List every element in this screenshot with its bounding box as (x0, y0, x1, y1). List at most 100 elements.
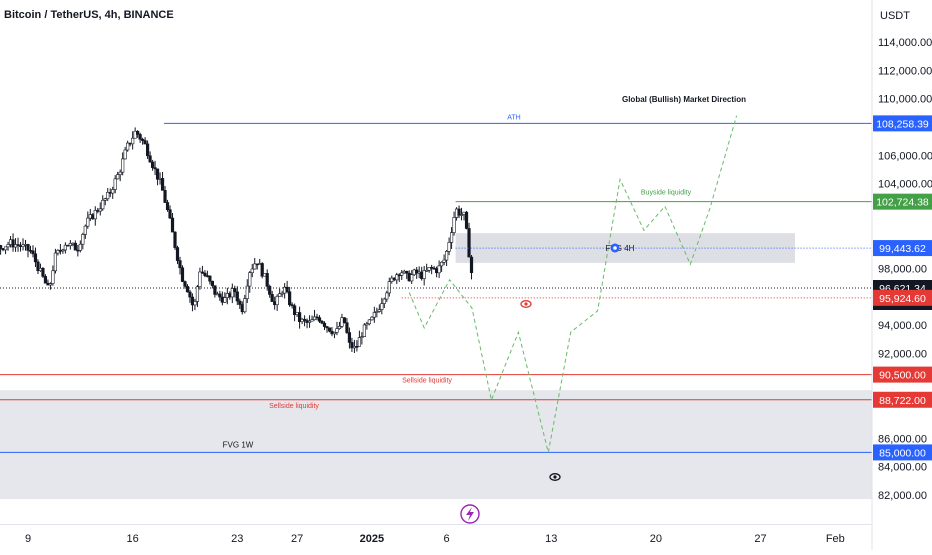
market-direction-label: Global (Bullish) Market Direction (622, 95, 746, 104)
candle-bear (265, 273, 269, 287)
candle-bull (280, 292, 284, 295)
zone-1[interactable] (0, 390, 872, 500)
candle-bear (163, 190, 167, 203)
time-tick-label: 9 (25, 533, 31, 545)
price-badges: 108,258.39102,724.3899,443.6296,621.3421… (873, 115, 932, 461)
candle-bull (312, 316, 317, 321)
candle-bull (243, 298, 247, 313)
candle-bull (248, 272, 252, 287)
candle-bear (268, 286, 272, 295)
lightning-icon[interactable] (460, 504, 480, 524)
candle-bull (195, 286, 200, 302)
candle-bull (53, 252, 58, 272)
candle-bear (150, 161, 155, 168)
candle-bear (16, 244, 20, 246)
candle-bear (175, 247, 180, 261)
candle-bear (327, 327, 332, 332)
fvg4h-label: FVG 4H (606, 244, 635, 253)
candle-bull (250, 268, 254, 274)
candle-bull (357, 337, 361, 347)
candle-bear (141, 138, 145, 141)
price-tick-label: 114,000.00 (878, 37, 932, 49)
candle-bear (345, 322, 349, 333)
price-badge-label: 102,724.38 (876, 197, 929, 209)
price-badge-sellside-1 (873, 366, 932, 383)
candle-bear (183, 281, 187, 287)
candle-bear (160, 178, 165, 191)
candle-bull (63, 244, 67, 251)
eye-icon[interactable] (520, 300, 532, 308)
candle-bear (0, 245, 3, 249)
candle-bear (188, 291, 192, 298)
candle-bear (233, 288, 237, 293)
candle-bull (410, 274, 414, 282)
candle-bull (126, 142, 130, 151)
candle-bull (103, 198, 107, 201)
candle-bull (365, 323, 369, 326)
candle-bear (322, 322, 327, 327)
candle-bear (208, 275, 212, 282)
candle-bear (293, 305, 297, 315)
time-tick-label: 6 (444, 533, 450, 545)
candle-bull (447, 242, 451, 252)
eye-icon[interactable] (549, 473, 561, 481)
candle-bear (347, 332, 352, 343)
candle-bull (223, 297, 227, 303)
candle-bear (285, 286, 289, 293)
candle-bull (48, 283, 53, 286)
time-tick-label: 20 (650, 533, 662, 545)
price-badge-low-dotted (873, 289, 932, 306)
candle-bull (449, 232, 454, 243)
price-tick-label: 82,000.00 (878, 490, 927, 502)
candle-bull (362, 324, 366, 337)
candle-bull (382, 298, 386, 304)
time-tick-label: 2025 (360, 533, 384, 545)
price-badge-fvg4h-mid (873, 240, 932, 257)
price-tick-label: 86,000.00 (878, 433, 927, 445)
candle-bull (335, 328, 339, 333)
candle-bull (375, 311, 379, 313)
candle-bear (26, 244, 30, 251)
price-tick-label: 84,000.00 (878, 462, 927, 474)
candle-bull (56, 250, 60, 254)
candle-bull (437, 265, 441, 274)
candle-bull (332, 332, 337, 335)
candle-bear (138, 134, 142, 140)
candle-bull (245, 285, 249, 299)
candle-bull (3, 246, 8, 251)
candle-bull (111, 189, 115, 194)
currency-label[interactable]: USDT (880, 10, 910, 22)
candle-bear (190, 296, 195, 306)
candle-bull (380, 303, 384, 310)
candle-bear (430, 266, 434, 269)
candle-bull (307, 320, 312, 323)
price-tick-label: 98,000.00 (878, 264, 927, 276)
time-tick-label: 27 (291, 533, 303, 545)
candle-bear (170, 217, 175, 233)
candle-bear (288, 291, 292, 306)
price-badge-label: 88,722.00 (879, 395, 926, 407)
candle-bull (198, 271, 202, 288)
candle-bull (93, 210, 97, 220)
candle-bear (355, 345, 359, 348)
projection-path[interactable] (408, 115, 738, 453)
price-badge-buyside (873, 193, 932, 210)
candle-bear (136, 130, 140, 135)
candle-bear (270, 294, 274, 302)
candle-bull (395, 274, 399, 281)
circle-marker-icon[interactable] (610, 243, 620, 253)
candle-bear (185, 286, 190, 293)
time-tick-label: Feb (826, 533, 845, 545)
price-tick-label: 106,000.00 (878, 150, 932, 162)
candle-bear (180, 267, 185, 282)
candle-bull (377, 309, 381, 312)
candle-bull (253, 263, 257, 270)
candle-bull (310, 319, 314, 322)
candle-bull (425, 269, 429, 272)
candle-bear (218, 293, 222, 298)
candle-bull (422, 270, 426, 279)
candle-bear (325, 326, 329, 329)
candle-bull (68, 243, 72, 246)
